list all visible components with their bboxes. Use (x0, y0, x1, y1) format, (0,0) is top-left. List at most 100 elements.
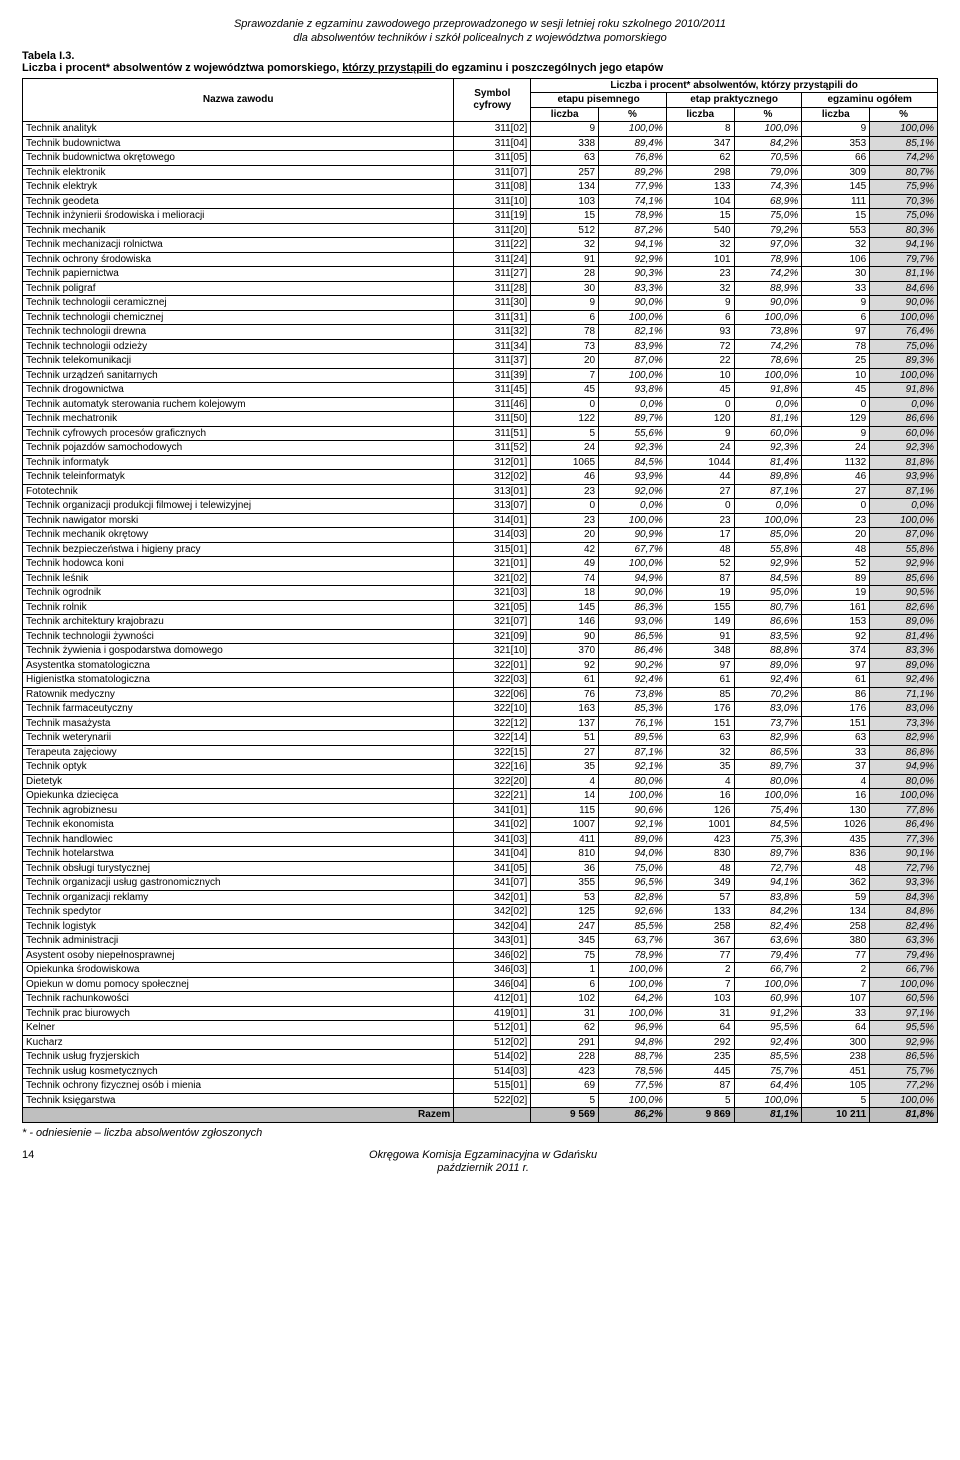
cell: 59 (802, 890, 870, 905)
cell: 32 (531, 238, 599, 253)
cell: 84,3% (870, 890, 938, 905)
cell: 85,5% (734, 1050, 802, 1065)
cell: 44 (666, 470, 734, 485)
cell: 90,9% (599, 528, 667, 543)
cell: 322[16] (454, 760, 531, 775)
table-row: Opiekunka dziecięca322[21]14100,0%16100,… (23, 789, 938, 804)
cell: 292 (666, 1035, 734, 1050)
cell: 176 (666, 702, 734, 717)
cell: 311[39] (454, 368, 531, 383)
table-row: Technik telekomunikacji311[37]2087,0%227… (23, 354, 938, 369)
cell: 87,0% (870, 528, 938, 543)
cell: 80,0% (734, 774, 802, 789)
cell: Technik papiernictwa (23, 267, 454, 282)
cell: 77,9% (599, 180, 667, 195)
table-row: Dietetyk322[20]480,0%480,0%480,0% (23, 774, 938, 789)
cell: 75,0% (870, 339, 938, 354)
cell: 133 (666, 905, 734, 920)
cell: 92,9% (599, 252, 667, 267)
cell: 73 (531, 339, 599, 354)
cell: 49 (531, 557, 599, 572)
cell: 100,0% (599, 977, 667, 992)
cell: 9 (802, 296, 870, 311)
cell: 79,0% (734, 165, 802, 180)
cell: 97,1% (870, 1006, 938, 1021)
cell: 90,0% (599, 296, 667, 311)
cell: 93,3% (870, 876, 938, 891)
cell: Technik weterynarii (23, 731, 454, 746)
cell: 311[32] (454, 325, 531, 340)
th-symbol: Symbol cyfrowy (454, 78, 531, 122)
cell: 77,8% (870, 803, 938, 818)
cell: 75,7% (734, 1064, 802, 1079)
cell: 83,5% (734, 629, 802, 644)
cell: 100,0% (870, 1093, 938, 1108)
table-row: Technik hotelarstwa341[04]81094,0%83089,… (23, 847, 938, 862)
cell: 0,0% (734, 499, 802, 514)
table-title-a: Liczba i procent* absolwentów z wojewódz… (22, 62, 342, 74)
table-row: Technik drogownictwa311[45]4593,8%4591,8… (23, 383, 938, 398)
cell: Technik nawigator morski (23, 513, 454, 528)
cell: 81,4% (870, 629, 938, 644)
cell: Technik mechatronik (23, 412, 454, 427)
cell: 311[20] (454, 223, 531, 238)
cell: 83,0% (870, 702, 938, 717)
cell: 87,1% (599, 745, 667, 760)
cell: 27 (531, 745, 599, 760)
cell: 257 (531, 165, 599, 180)
cell: 94,0% (599, 847, 667, 862)
cell: 32 (802, 238, 870, 253)
table-title-underline: którzy przystąpili (342, 62, 435, 74)
cell: 380 (802, 934, 870, 949)
cell: 311[34] (454, 339, 531, 354)
cell: 64,4% (734, 1079, 802, 1094)
cell: 86,6% (734, 615, 802, 630)
cell: 63 (802, 731, 870, 746)
cell: Technik architektury krajobrazu (23, 615, 454, 630)
cell: 149 (666, 615, 734, 630)
cell: 86,3% (599, 600, 667, 615)
th-liczba: liczba (531, 107, 599, 122)
cell: 311[07] (454, 165, 531, 180)
cell: 90,1% (870, 847, 938, 862)
cell: 73,3% (870, 716, 938, 731)
cell: 100,0% (870, 513, 938, 528)
doc-header-line1: Sprawozdanie z egzaminu zawodowego przep… (22, 18, 938, 32)
cell: 374 (802, 644, 870, 659)
cell: 63,7% (599, 934, 667, 949)
cell: 57 (666, 890, 734, 905)
cell: 75,9% (870, 180, 938, 195)
cell: 311[02] (454, 122, 531, 137)
cell: 70,5% (734, 151, 802, 166)
cell: 322[20] (454, 774, 531, 789)
cell: 235 (666, 1050, 734, 1065)
cell: 311[45] (454, 383, 531, 398)
cell: 16 (666, 789, 734, 804)
cell: Technik leśnik (23, 571, 454, 586)
footer-line1: Okręgowa Komisja Egzaminacyjna w Gdańsku (369, 1149, 597, 1161)
cell: 97 (666, 658, 734, 673)
cell: 342[02] (454, 905, 531, 920)
table-row: Technik księgarstwa522[02]5100,0%5100,0%… (23, 1093, 938, 1108)
cell: 87,1% (870, 484, 938, 499)
cell: 64,2% (599, 992, 667, 1007)
cell: 52 (802, 557, 870, 572)
cell: 87,2% (599, 223, 667, 238)
table-row: Technik technologii chemicznej311[31]610… (23, 310, 938, 325)
cell: 100,0% (870, 789, 938, 804)
cell: Technik hotelarstwa (23, 847, 454, 862)
cell: 91 (666, 629, 734, 644)
cell: 8 (666, 122, 734, 137)
cell: 311[19] (454, 209, 531, 224)
cell: 100,0% (734, 1093, 802, 1108)
cell: 100,0% (599, 557, 667, 572)
cell: 77 (666, 948, 734, 963)
cell: 24 (666, 441, 734, 456)
cell: 36 (531, 861, 599, 876)
cell: 0 (666, 499, 734, 514)
cell: 347 (666, 136, 734, 151)
cell: 370 (531, 644, 599, 659)
cell: 345 (531, 934, 599, 949)
cell (454, 1108, 531, 1123)
table-label: Tabela I.3. (22, 50, 938, 62)
